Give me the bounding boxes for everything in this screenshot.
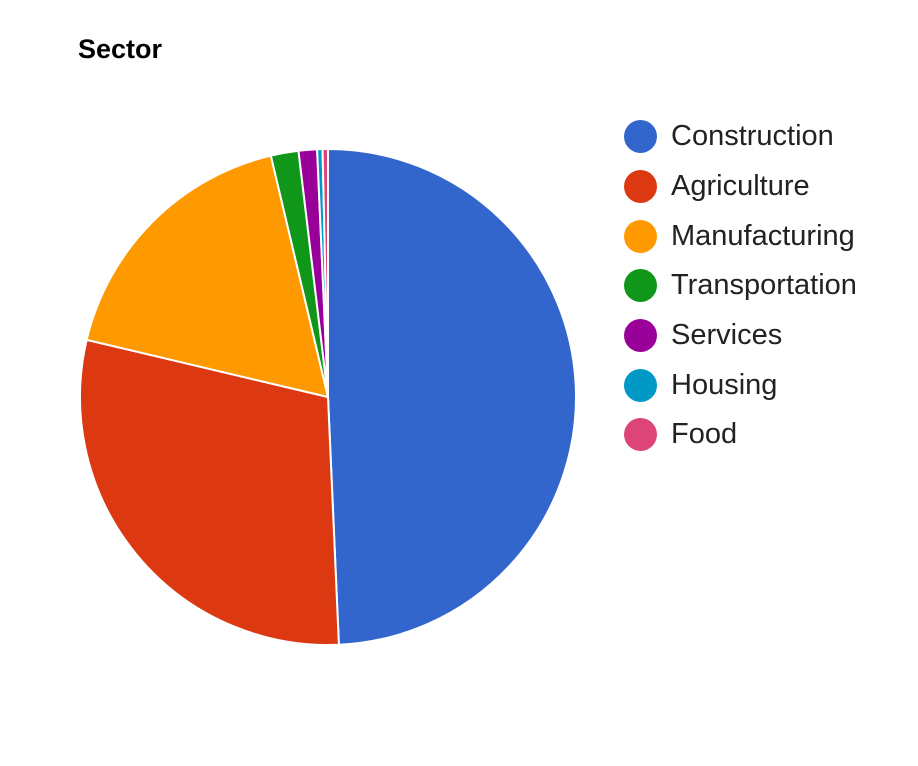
legend-swatch xyxy=(624,170,657,204)
pie-slice-construction[interactable] xyxy=(327,147,577,646)
pie-slice-manufacturing[interactable] xyxy=(85,154,330,399)
legend-swatch xyxy=(624,418,657,452)
legend-item-food[interactable]: Food xyxy=(624,410,857,460)
chart-title: Sector xyxy=(78,34,163,64)
legend: Construction Agriculture Manufacturing Tran… xyxy=(624,112,857,460)
legend-item-housing[interactable]: Housing xyxy=(624,360,857,410)
legend-swatch xyxy=(624,368,657,402)
legend-label: Construction xyxy=(671,120,834,153)
legend-label: Housing xyxy=(671,368,778,401)
legend-label: Food xyxy=(671,418,738,451)
legend-item-manufacturing[interactable]: Manufacturing xyxy=(624,211,857,261)
legend-swatch xyxy=(624,269,657,303)
legend-label: Manufacturing xyxy=(671,219,855,252)
legend-label: Transportation xyxy=(671,269,857,302)
legend-label: Services xyxy=(671,319,783,352)
legend-item-agriculture[interactable]: Agriculture xyxy=(624,162,857,212)
legend-item-construction[interactable]: Construction xyxy=(624,112,857,162)
legend-item-services[interactable]: Services xyxy=(624,311,857,361)
legend-item-transportation[interactable]: Transportation xyxy=(624,261,857,311)
legend-label: Agriculture xyxy=(671,170,810,203)
pie-slice-agriculture[interactable] xyxy=(79,338,340,646)
legend-swatch xyxy=(624,319,657,353)
legend-swatch xyxy=(624,219,657,253)
pie-slice-food[interactable] xyxy=(321,147,329,398)
legend-swatch xyxy=(624,120,657,154)
